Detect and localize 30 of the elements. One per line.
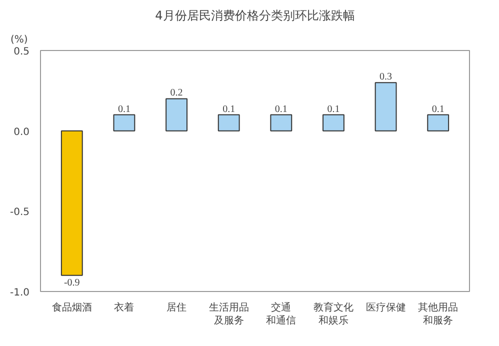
bar [322,114,344,132]
data-label: 0.1 [118,104,130,115]
bar [113,114,136,132]
data-label: 0.3 [380,72,392,83]
data-label: 0.2 [170,88,183,99]
x-tick-label: 交通和通信 [266,302,296,327]
bar [427,114,450,132]
bar [60,130,83,276]
bar [218,114,240,132]
y-tick-label: -1.0 [10,288,30,298]
y-axis-title: (%) [10,34,28,46]
y-tick-label: 0.0 [14,126,30,138]
data-label: 0.1 [274,104,288,115]
x-tick-label: 医疗保健 [366,302,406,314]
x-tick-label: 衣着 [114,302,134,314]
bar [374,82,397,132]
x-tick-label: 生活用品及服务 [208,302,249,327]
bar [270,114,292,132]
x-tick-label: 其他用品和服务 [418,302,458,327]
data-label: 0.1 [327,104,340,115]
chart-title: 4月份居民消费价格分类别环比涨跌幅 [155,8,355,22]
y-tick-label: -0.5 [10,207,30,218]
data-label: 0.1 [432,104,444,115]
x-tick-label: 居住 [166,302,187,314]
x-tick-label: 教育文化和娱乐 [313,302,354,327]
y-tick-label: 0.5 [14,46,30,58]
x-tick-label: 食品烟酒 [52,302,92,314]
data-label: 0.1 [222,104,236,115]
bar [166,98,188,132]
data-label: -0.9 [64,277,80,288]
